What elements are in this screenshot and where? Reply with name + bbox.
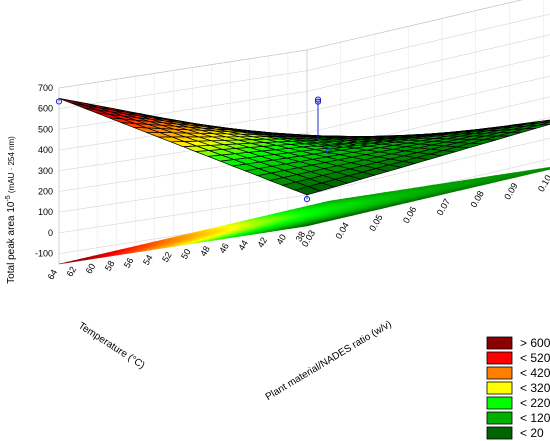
design-point <box>303 195 311 203</box>
x-tick-label: 52 <box>160 250 174 264</box>
legend-label: < 20 <box>520 426 544 440</box>
y-axis-label: Plant material/NADES ratio (w/v) <box>264 319 394 403</box>
z-tick-label: 300 <box>38 166 53 176</box>
surface-cell <box>58 98 86 106</box>
x-tick-label: 42 <box>255 236 269 250</box>
y-tick-label: 0.05 <box>367 213 384 233</box>
x-tick-label: 56 <box>122 256 136 270</box>
legend-swatch <box>486 381 513 395</box>
legend-label: < 120 <box>520 411 550 425</box>
contour-cell <box>543 168 550 171</box>
z-tick-label: 600 <box>38 104 53 114</box>
legend-swatch <box>486 396 513 410</box>
x-tick-label: 40 <box>274 233 288 247</box>
legend: > 600< 520< 420< 320< 220< 120< 20 <box>486 336 550 440</box>
z-tick-label: -100 <box>35 249 53 259</box>
y-tick-label: 0.07 <box>435 197 452 217</box>
legend-swatch <box>486 426 513 440</box>
z-tick-label: 500 <box>38 124 53 134</box>
design-points <box>55 96 333 203</box>
z-tick-label: 0 <box>48 228 53 238</box>
design-point <box>314 98 322 105</box>
response-surface <box>58 98 550 196</box>
y-tick-label: 0.04 <box>333 221 350 241</box>
y-tick-label: 0.03 <box>300 228 317 248</box>
z-tick-label: 700 <box>38 83 53 93</box>
design-point <box>325 148 333 155</box>
x-tick-label: 44 <box>236 238 250 252</box>
y-tick-label: 0.06 <box>401 205 418 225</box>
contour-cell <box>544 167 550 170</box>
contour-cell <box>538 168 550 171</box>
legend-swatch <box>486 336 513 350</box>
design-point <box>55 98 63 105</box>
y-tick-label: 0.10 <box>536 173 550 193</box>
legend-label: < 320 <box>520 381 550 395</box>
x-tick-label: 46 <box>217 241 231 255</box>
z-tick-label: 400 <box>38 145 53 155</box>
x-tick-label: 58 <box>103 259 117 273</box>
z-axis-label: Total peak area 10-5 (mAU · 254 nm) <box>5 136 17 284</box>
legend-label: > 600 <box>520 336 550 350</box>
x-axis-label: Temperature (°C) <box>76 320 146 371</box>
x-tick-label: 38 <box>294 230 308 244</box>
y-tick-label: 0.08 <box>468 189 485 209</box>
z-tick-label: 100 <box>38 207 53 217</box>
x-tick-label: 50 <box>179 247 193 261</box>
legend-label: < 420 <box>520 366 550 380</box>
legend-swatch <box>486 411 513 425</box>
x-tick-label: 60 <box>84 262 98 276</box>
x-tick-label: 64 <box>46 268 60 282</box>
contour-cell <box>544 168 550 170</box>
legend-label: < 220 <box>520 396 550 410</box>
contour-projection <box>58 167 550 265</box>
y-tick-label: 0.09 <box>502 181 519 201</box>
x-tick-label: 48 <box>198 244 212 258</box>
z-tick-label: 200 <box>38 187 53 197</box>
x-tick-label: 54 <box>141 253 155 267</box>
x-tick-label: 62 <box>65 265 79 279</box>
legend-label: < 520 <box>520 351 550 365</box>
contour-cell <box>539 167 550 170</box>
legend-swatch <box>486 351 513 365</box>
legend-swatch <box>486 366 513 380</box>
